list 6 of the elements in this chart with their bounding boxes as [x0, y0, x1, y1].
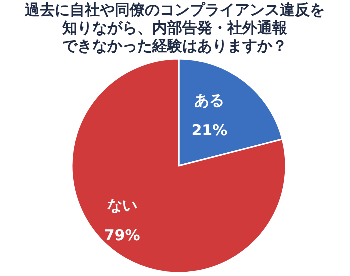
- data-label: 21%: [192, 122, 228, 140]
- slice-label: ある: [194, 92, 225, 110]
- chart-title: 過去に自社や同僚のコンプライアンス違反を知りながら、内部告発・社外通報できなかった経験はありますか？: [24, 1, 325, 55]
- pie-slice: [71, 58, 287, 274]
- slice-label: ない: [107, 196, 138, 214]
- data-label: 79%: [104, 226, 140, 244]
